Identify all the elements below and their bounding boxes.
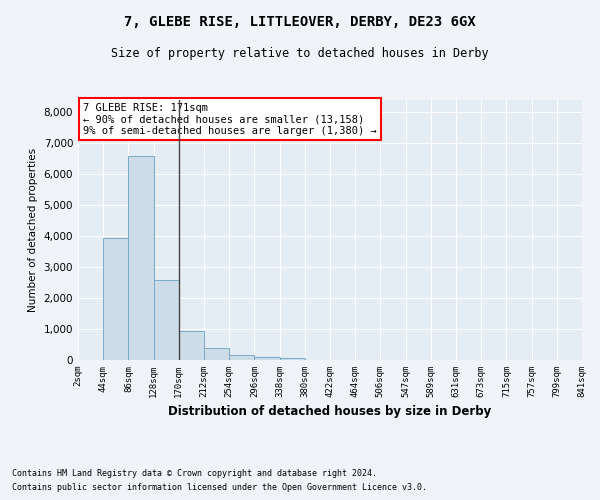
Text: 7 GLEBE RISE: 171sqm
← 90% of detached houses are smaller (13,158)
9% of semi-de: 7 GLEBE RISE: 171sqm ← 90% of detached h…	[83, 102, 377, 136]
Bar	[229, 356, 254, 360]
Bar	[280, 358, 305, 360]
Bar	[128, 156, 154, 360]
Bar	[179, 330, 204, 360]
Text: Contains HM Land Registry data © Crown copyright and database right 2024.: Contains HM Land Registry data © Crown c…	[12, 468, 377, 477]
Bar	[154, 280, 179, 360]
Text: Size of property relative to detached houses in Derby: Size of property relative to detached ho…	[111, 48, 489, 60]
X-axis label: Distribution of detached houses by size in Derby: Distribution of detached houses by size …	[169, 406, 491, 418]
Bar	[103, 238, 128, 360]
Bar	[254, 357, 280, 360]
Text: Contains public sector information licensed under the Open Government Licence v3: Contains public sector information licen…	[12, 484, 427, 492]
Y-axis label: Number of detached properties: Number of detached properties	[28, 148, 38, 312]
Text: 7, GLEBE RISE, LITTLEOVER, DERBY, DE23 6GX: 7, GLEBE RISE, LITTLEOVER, DERBY, DE23 6…	[124, 15, 476, 29]
Bar	[204, 348, 229, 360]
